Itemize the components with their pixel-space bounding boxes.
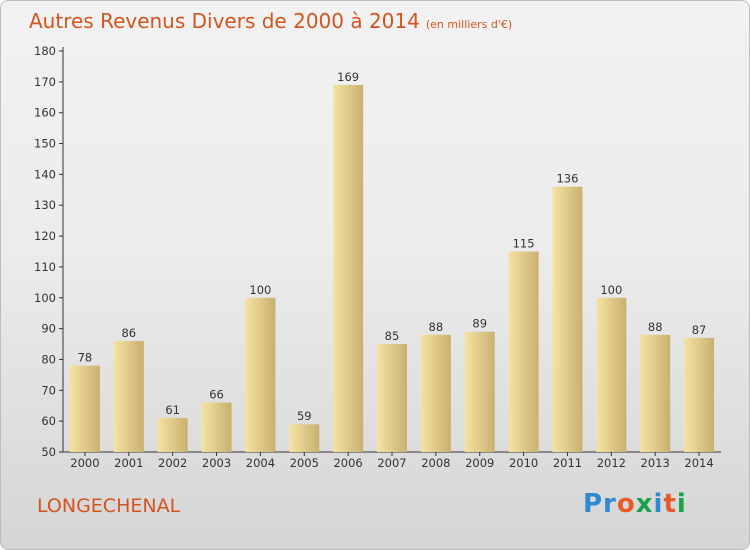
data-label: 88 [429, 320, 444, 334]
x-tick-label: 2005 [290, 456, 319, 470]
bar [640, 334, 671, 452]
x-tick-label: 2009 [465, 456, 494, 470]
y-tick-label: 100 [34, 291, 56, 305]
bar [113, 340, 144, 452]
data-label: 100 [249, 283, 271, 297]
y-tick-label: 170 [34, 75, 56, 89]
x-tick-label: 2012 [597, 456, 626, 470]
proxiti-logo: Proxiti [583, 489, 687, 519]
chart-subtitle: (en milliers d'€) [425, 18, 513, 31]
x-tick-label: 2002 [158, 456, 187, 470]
x-tick-label: 2003 [202, 456, 231, 470]
x-tick-label: 2014 [684, 456, 713, 470]
y-tick-label: 160 [34, 106, 56, 120]
bar [157, 418, 188, 452]
bars: 78 86 61 66 100 59 169 85 88 89 115 136 100 88 87 [69, 70, 715, 452]
bar [420, 334, 451, 452]
place-name: LONGECHENAL [37, 495, 181, 517]
bar [464, 331, 495, 452]
data-label: 136 [556, 172, 578, 186]
y-tick-label: 60 [41, 414, 56, 428]
data-label: 78 [78, 351, 93, 365]
y-tick-label: 50 [41, 445, 56, 459]
y-tick-label: 180 [34, 44, 56, 58]
data-label: 115 [513, 237, 535, 251]
data-label: 169 [337, 70, 359, 84]
data-label: 61 [165, 403, 180, 417]
x-tick-label: 2013 [641, 456, 670, 470]
data-label: 87 [692, 323, 707, 337]
bar [333, 84, 364, 452]
data-label: 86 [121, 326, 136, 340]
y-tick-label: 120 [34, 229, 56, 243]
y-tick-label: 90 [41, 322, 56, 336]
x-tick-label: 2011 [553, 456, 582, 470]
x-tick-label: 2008 [421, 456, 450, 470]
y-tick-label: 150 [34, 137, 56, 151]
x-tick-label: 2007 [377, 456, 406, 470]
data-label: 66 [209, 388, 224, 402]
bar [596, 297, 627, 452]
y-tick-label: 70 [41, 383, 56, 397]
x-axis: 2000 2001 2002 2003 2004 2005 2006 2007 2008 2009… [63, 451, 721, 470]
bar [201, 402, 232, 452]
bar [377, 344, 407, 452]
x-tick-label: 2006 [333, 456, 362, 470]
y-tick-label: 80 [41, 352, 56, 366]
y-tick-label: 110 [34, 260, 56, 274]
data-label: 89 [472, 317, 487, 331]
bar [245, 297, 276, 452]
bar [552, 186, 583, 452]
x-tick-label: 2004 [246, 456, 275, 470]
x-tick-label: 2010 [509, 456, 538, 470]
x-tick-label: 2000 [70, 456, 99, 470]
data-label: 100 [600, 283, 622, 297]
x-tick-label: 2001 [114, 456, 143, 470]
y-tick-label: 130 [34, 198, 56, 212]
y-tick-label: 140 [34, 167, 56, 181]
y-axis: 50 60 70 80 90 100 110 120 130 140 150 160 170 180 [34, 44, 64, 459]
chart-title: Autres Revenus Divers de 2000 à 2014 (en … [29, 9, 512, 33]
bar [69, 365, 100, 452]
chart-title-text: Autres Revenus Divers de 2000 à 2014 [29, 9, 420, 33]
bar [289, 424, 320, 452]
bar [508, 251, 539, 452]
data-label: 85 [385, 329, 400, 343]
data-label: 88 [648, 320, 663, 334]
bar [684, 337, 715, 452]
data-label: 59 [297, 409, 312, 423]
